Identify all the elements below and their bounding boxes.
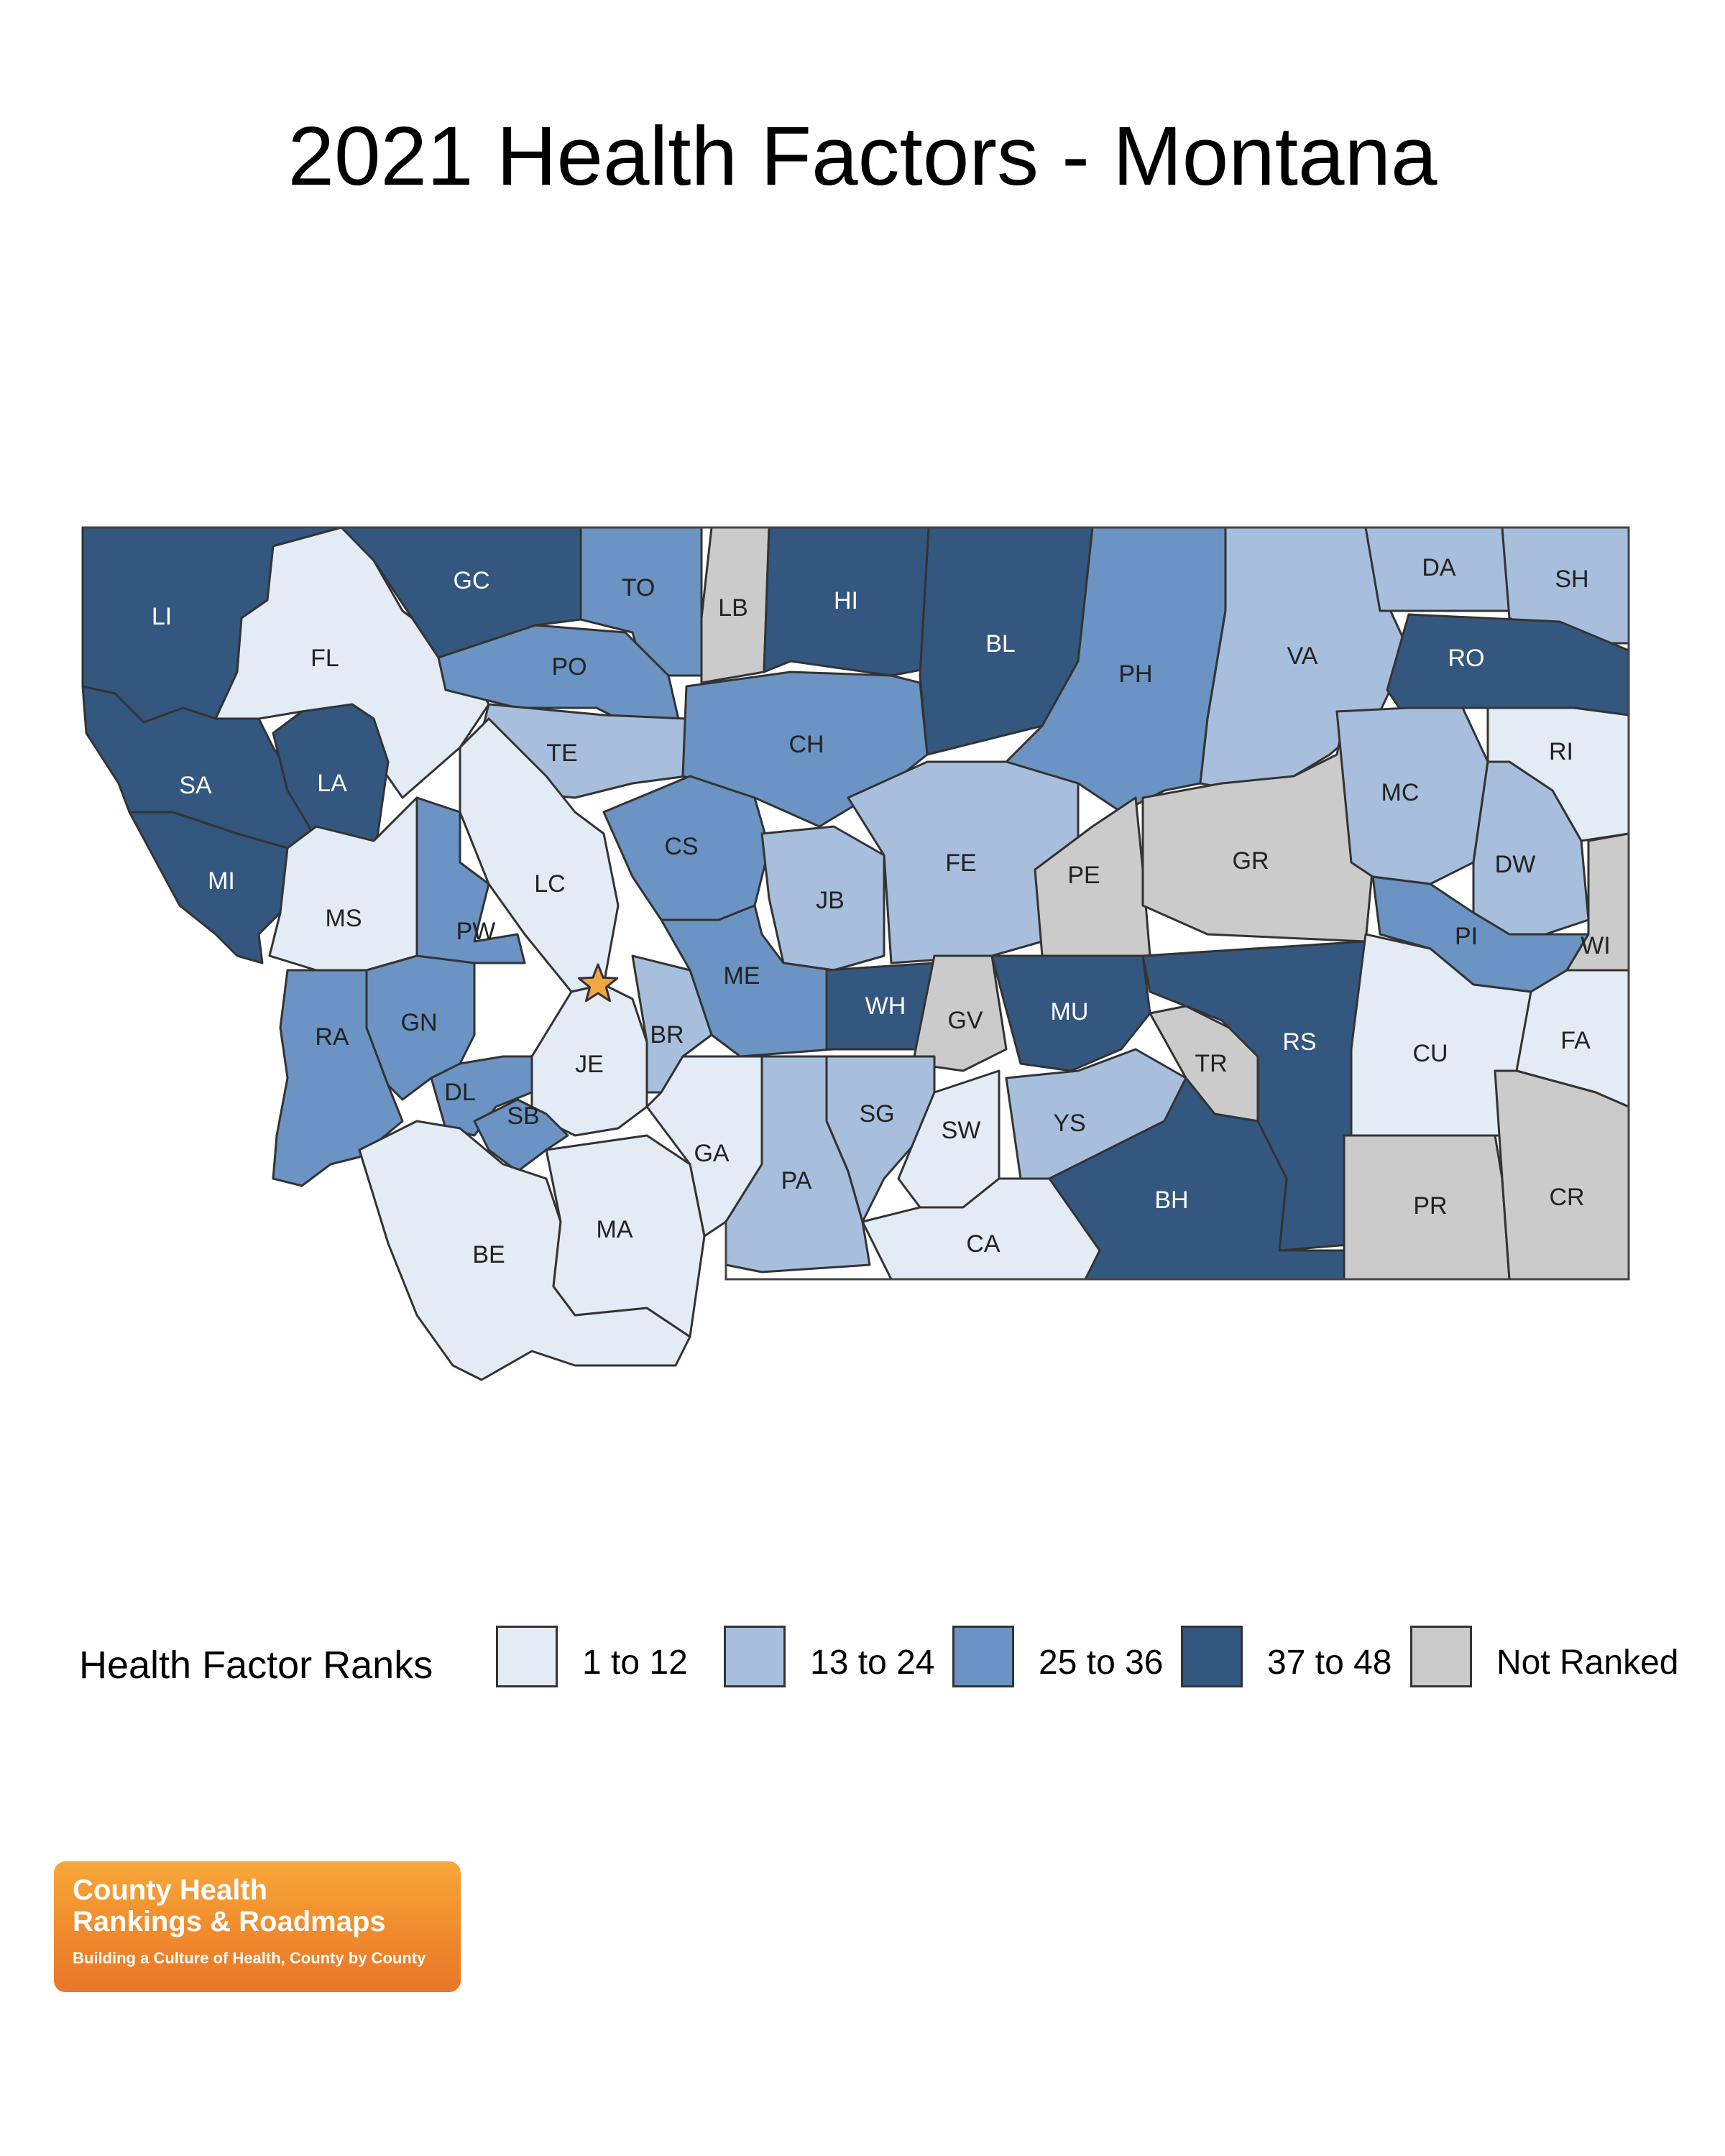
county-lc bbox=[459, 717, 620, 993]
legend-label: 25 to 36 bbox=[1039, 1644, 1164, 1682]
logo-line-2: Rankings & Roadmaps bbox=[73, 1906, 386, 1938]
county-label-jb: JB bbox=[816, 887, 845, 914]
county-label-ph: PH bbox=[1118, 660, 1152, 688]
county-label-sg: SG bbox=[859, 1100, 894, 1128]
county-label-fe: FE bbox=[945, 849, 976, 877]
county-label-ga: GA bbox=[694, 1140, 729, 1167]
county-label-mc: MC bbox=[1381, 779, 1420, 806]
legend-swatch bbox=[952, 1626, 1014, 1687]
county-label-dl: DL bbox=[444, 1079, 475, 1106]
legend-swatch bbox=[1181, 1626, 1243, 1687]
county-label-fa: FA bbox=[1560, 1027, 1591, 1054]
county-label-rs: RS bbox=[1282, 1028, 1316, 1056]
county-label-cs: CS bbox=[664, 833, 698, 860]
county-label-hi: HI bbox=[834, 587, 858, 614]
county-ma bbox=[545, 1134, 706, 1338]
county-label-ro: RO bbox=[1448, 645, 1485, 672]
county-label-sh: SH bbox=[1555, 566, 1588, 593]
county-label-gn: GN bbox=[401, 1009, 438, 1036]
map-title: 2021 Health Factors - Montana bbox=[288, 109, 1438, 203]
county-label-va: VA bbox=[1287, 642, 1318, 670]
county-label-mu: MU bbox=[1051, 998, 1089, 1026]
county-label-bh: BH bbox=[1154, 1187, 1188, 1214]
logo-tagline: Building a Culture of Health, County by … bbox=[73, 1949, 426, 1967]
county-gv bbox=[911, 954, 1008, 1072]
county-label-lc: LC bbox=[534, 870, 565, 898]
legend-label: 1 to 12 bbox=[582, 1644, 688, 1682]
logo-line-1: County Health bbox=[73, 1874, 268, 1906]
county-label-da: DA bbox=[1422, 554, 1456, 581]
legend: Health Factor Ranks 1 to 12 13 to 24 25 … bbox=[79, 1626, 1696, 1697]
county-label-sb: SB bbox=[507, 1102, 539, 1130]
county-mi bbox=[128, 811, 289, 964]
county-label-la: LA bbox=[317, 770, 347, 797]
county-label-sa: SA bbox=[179, 772, 212, 799]
county-sb bbox=[473, 1098, 569, 1173]
county-label-gv: GV bbox=[947, 1007, 983, 1034]
legend-swatch bbox=[496, 1626, 558, 1687]
county-label-tr: TR bbox=[1195, 1050, 1227, 1077]
county-pa bbox=[724, 1055, 871, 1273]
county-label-cu: CU bbox=[1412, 1040, 1448, 1067]
county-label-br: BR bbox=[650, 1021, 684, 1049]
county-label-bl: BL bbox=[985, 630, 1016, 658]
legend-title: Health Factor Ranks bbox=[79, 1644, 433, 1687]
county-label-wi: WI bbox=[1581, 932, 1611, 959]
county-label-pi: PI bbox=[1455, 923, 1478, 950]
county-label-ca: CA bbox=[966, 1230, 1000, 1258]
county-label-ch: CH bbox=[788, 731, 824, 758]
county-label-ys: YS bbox=[1053, 1110, 1085, 1137]
county-health-rankings-logo: County Health Rankings & Roadmaps Buildi… bbox=[54, 1861, 461, 1992]
county-la bbox=[272, 703, 390, 878]
legend-label: 37 to 48 bbox=[1267, 1644, 1392, 1682]
county-label-be: BE bbox=[472, 1241, 505, 1268]
state-border bbox=[83, 526, 1630, 1281]
county-label-gr: GR bbox=[1233, 847, 1269, 875]
county-label-to: TO bbox=[622, 574, 656, 602]
county-label-me: ME bbox=[724, 962, 760, 990]
county-label-mi: MI bbox=[208, 867, 235, 895]
legend-label: 13 to 24 bbox=[810, 1644, 935, 1682]
county-label-cr: CR bbox=[1549, 1184, 1584, 1211]
county-label-pa: PA bbox=[781, 1167, 812, 1194]
county-label-wh: WH bbox=[865, 992, 906, 1020]
county-label-gc: GC bbox=[454, 567, 490, 594]
legend-label: Not Ranked bbox=[1496, 1644, 1679, 1682]
county-label-ms: MS bbox=[326, 905, 362, 932]
county-label-sw: SW bbox=[942, 1117, 981, 1144]
county-label-po: PO bbox=[551, 653, 586, 681]
county-jb bbox=[760, 825, 886, 972]
county-label-li: LI bbox=[152, 603, 172, 630]
county-label-ri: RI bbox=[1549, 738, 1573, 765]
county-label-ma: MA bbox=[597, 1216, 633, 1243]
county-cr bbox=[1494, 1069, 1630, 1281]
county-label-pr: PR bbox=[1413, 1192, 1447, 1220]
county-label-lb: LB bbox=[718, 594, 748, 622]
county-label-ra: RA bbox=[315, 1023, 349, 1051]
state-capital-star-icon bbox=[577, 963, 619, 1003]
legend-swatch bbox=[724, 1626, 786, 1687]
county-ca bbox=[861, 1177, 1101, 1281]
county-label-fl: FL bbox=[310, 645, 339, 672]
county-label-pe: PE bbox=[1067, 862, 1100, 889]
county-label-dw: DW bbox=[1495, 851, 1536, 878]
legend-swatch bbox=[1410, 1626, 1472, 1687]
county-label-te: TE bbox=[546, 740, 577, 767]
county-label-pw: PW bbox=[456, 918, 496, 945]
county-label-je: JE bbox=[575, 1051, 604, 1078]
